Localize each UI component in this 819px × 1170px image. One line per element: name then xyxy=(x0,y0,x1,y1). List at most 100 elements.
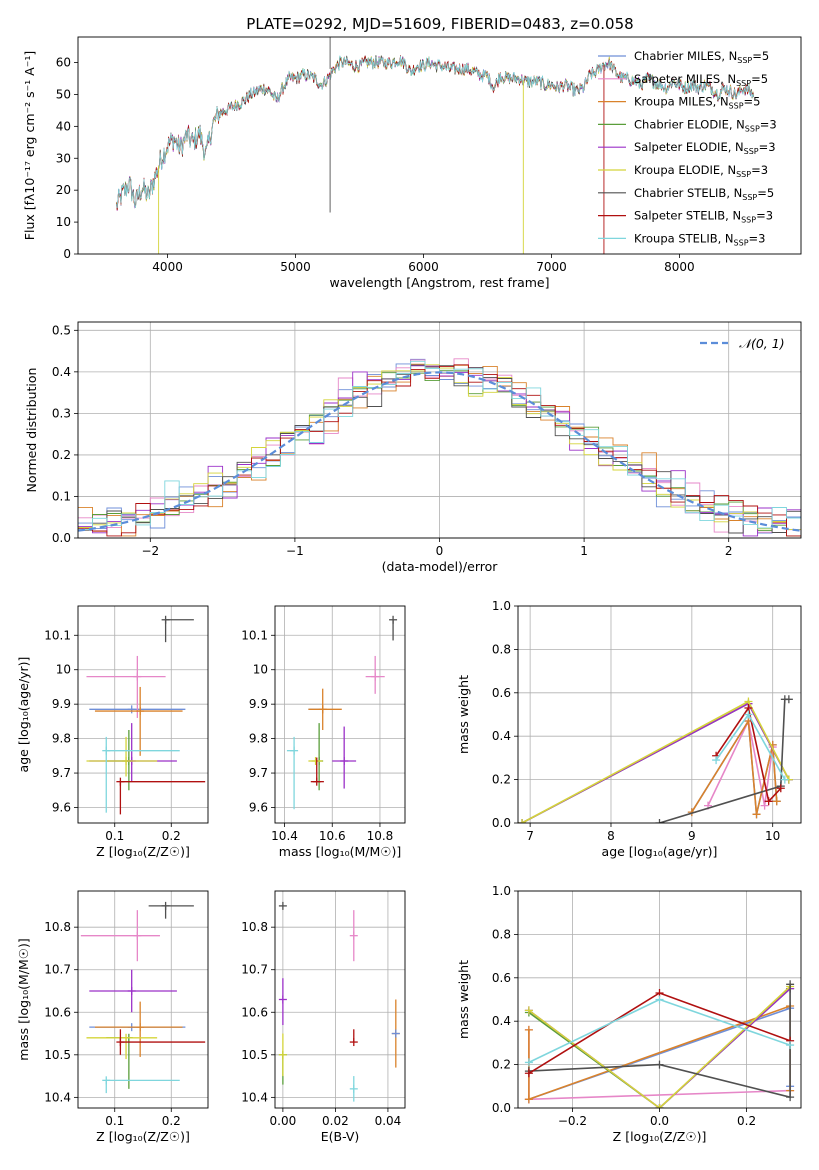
age-weight-marker xyxy=(752,810,761,819)
mass-age-ytick-label: 9.9 xyxy=(249,697,268,711)
spectrum-ytick-label: 40 xyxy=(56,119,71,133)
legend-entry-name: Salpeter ELODIE, N xyxy=(634,140,744,154)
legend-entry-name: Chabrier STELIB, N xyxy=(634,186,742,200)
legend-entry-nssp: =5 xyxy=(744,95,761,109)
ebv-mass-xlabel: E(B-V) xyxy=(321,1129,360,1144)
ebv-mass-point xyxy=(349,1029,358,1047)
mass-age-grid xyxy=(275,606,405,823)
legend-entry-sub: SSP xyxy=(742,193,757,202)
spectrum-ytick-label: 60 xyxy=(56,56,71,70)
age-weight-xtick-label: 8 xyxy=(607,829,615,843)
residuals-ytick-label: 0.3 xyxy=(52,406,71,420)
mass-age-point xyxy=(308,688,342,730)
ebv-mass-point xyxy=(349,910,358,962)
ebv-mass-xtick-label: 0.00 xyxy=(270,1114,297,1128)
z-mass-xtick-label: 0.1 xyxy=(105,1114,124,1128)
z-mass-xlabel: Z [log₁₀(Z/Z☉)] xyxy=(96,1129,190,1144)
mass-age-ytick-label: 10 xyxy=(253,663,268,677)
legend-entry: Salpeter MILES, NSSP=5 xyxy=(634,72,768,88)
z-weight-ytick-label: 0.2 xyxy=(492,1058,511,1072)
legend-entry: Chabrier ELODIE, NSSP=3 xyxy=(634,117,777,133)
z-mass-point xyxy=(80,910,160,962)
z-mass-ylabel: mass [log₁₀(M/M☉)] xyxy=(16,938,31,1060)
z-mass-frame xyxy=(77,890,209,1109)
z-age-ylabel: age [log₁₀(age/yr)] xyxy=(16,657,31,773)
ebv-mass-ytick-label: 10.5 xyxy=(241,1048,268,1062)
z-age-xtick-label: 0.1 xyxy=(105,829,124,843)
age-weight-marker xyxy=(776,784,785,793)
spectrum-ylabel: Flux [fλ10⁻¹⁷ erg cm⁻² s⁻¹ A⁻¹] xyxy=(22,51,37,240)
residuals-xtick-label: −1 xyxy=(286,544,304,558)
spectrum-xtick-label: 6000 xyxy=(408,260,439,274)
z-age-point xyxy=(86,655,166,718)
z-age-ytick-label: 9.8 xyxy=(52,732,71,746)
z-mass-grid xyxy=(78,891,208,1108)
z-weight-panel: −0.2 0.0 0.2 0.0 0.2 0.4 0.6 0.8 1.0 Z [log₁₀(Z/Z… xyxy=(456,884,802,1144)
legend-entry: Kroupa STELIB, NSSP=3 xyxy=(634,231,765,247)
z-mass-point xyxy=(89,969,177,1013)
z-mass-point xyxy=(148,901,194,919)
spectrum-ytick-label: 50 xyxy=(56,87,71,101)
z-age-frame xyxy=(77,605,209,824)
ebv-mass-panel: 0.00 0.02 0.04 10.4 10.5 10.6 10.7 10.8 E(B-V) xyxy=(241,890,406,1144)
spectrum-line xyxy=(116,55,755,209)
legend-entry: Kroupa MILES, NSSP=5 xyxy=(634,95,760,111)
ebv-mass-grid xyxy=(275,891,405,1108)
z-weight-marker xyxy=(524,1058,533,1067)
ebv-mass-frame xyxy=(274,890,406,1109)
ebv-mass-point xyxy=(349,1076,358,1102)
legend-entry-nssp: =3 xyxy=(749,231,766,245)
residuals-panel: −2 −1 0 1 2 0.0 0.1 0.2 0.3 0.4 0.5 (data-model)/er… xyxy=(24,321,802,574)
legend-entry-sub: SSP xyxy=(729,102,744,111)
z-age-ytick-label: 10 xyxy=(56,663,71,677)
z-mass-xtick-label: 0.2 xyxy=(162,1114,181,1128)
z-age-point xyxy=(116,777,206,815)
legend-entry-nssp: =3 xyxy=(751,163,768,177)
legend-entry-name: Kroupa ELODIE, N xyxy=(634,163,736,177)
ebv-mass-point xyxy=(278,901,287,910)
mass-age-ytick-label: 9.8 xyxy=(249,732,268,746)
residuals-ytick-label: 0.0 xyxy=(52,531,71,545)
age-weight-marker xyxy=(760,801,769,810)
z-weight-ylabel: mass weight xyxy=(456,960,471,1039)
age-weight-marker xyxy=(744,710,753,719)
residuals-plot-area xyxy=(78,358,801,537)
mass-age-point xyxy=(310,757,324,786)
age-weight-xtick-label: 10 xyxy=(765,829,780,843)
age-weight-ytick-label: 0.2 xyxy=(492,773,511,787)
z-mass-panel: 0.1 0.2 10.4 10.5 10.6 10.7 10.8 Z [log₁₀(Z/Z☉)… xyxy=(16,890,209,1144)
z-age-panel: 0.1 0.2 9.6 9.7 9.8 9.9 10 10.1 Z [log₁₀(Z/Z☉)] a… xyxy=(16,605,209,859)
z-weight-marker xyxy=(524,1006,533,1015)
age-weight-panel: 7 8 9 10 0.0 0.2 0.4 0.6 0.8 1.0 age [log₁₀(age/yr… xyxy=(456,599,802,859)
spectrum-xtick-label: 4000 xyxy=(152,260,183,274)
z-age-grid xyxy=(78,606,208,823)
legend-entry-sub: SSP xyxy=(737,56,752,65)
z-weight-marker xyxy=(655,1060,664,1069)
z-age-plot-area xyxy=(86,615,206,815)
z-weight-ytick-label: 0.4 xyxy=(492,1014,511,1028)
ebv-mass-ytick-label: 10.8 xyxy=(241,920,268,934)
z-mass-point xyxy=(116,1029,206,1055)
age-weight-ytick-label: 0.4 xyxy=(492,729,511,743)
age-weight-xtick-label: 7 xyxy=(526,829,534,843)
mass-age-point xyxy=(308,757,323,765)
spectrum-ytick-label: 20 xyxy=(56,183,71,197)
z-mass-point xyxy=(86,1033,158,1060)
mass-age-ytick-label: 10.1 xyxy=(241,628,268,642)
residuals-xlabel: (data-model)/error xyxy=(382,559,499,574)
legend-entry-nssp: =5 xyxy=(751,72,768,86)
mass-age-point xyxy=(389,615,398,641)
legend-entry-nssp: =5 xyxy=(752,49,769,63)
z-age-ytick-label: 10.1 xyxy=(44,628,71,642)
spectrum-xtick-label: 5000 xyxy=(280,260,311,274)
residuals-ytick-label: 0.1 xyxy=(52,489,71,503)
legend-entry: Salpeter STELIB, NSSP=3 xyxy=(634,209,773,225)
age-weight-grid xyxy=(518,605,801,824)
mass-age-panel: 10.4 10.6 10.8 9.6 9.7 9.8 9.9 10 10.1 mass [log₁… xyxy=(241,605,406,859)
legend-entry-name: Chabrier ELODIE, N xyxy=(634,117,745,131)
legend-entry-sub: SSP xyxy=(744,147,759,156)
ebv-mass-point xyxy=(278,978,287,1026)
age-weight-marker xyxy=(712,756,721,765)
z-weight-ytick-label: 1.0 xyxy=(492,884,511,898)
